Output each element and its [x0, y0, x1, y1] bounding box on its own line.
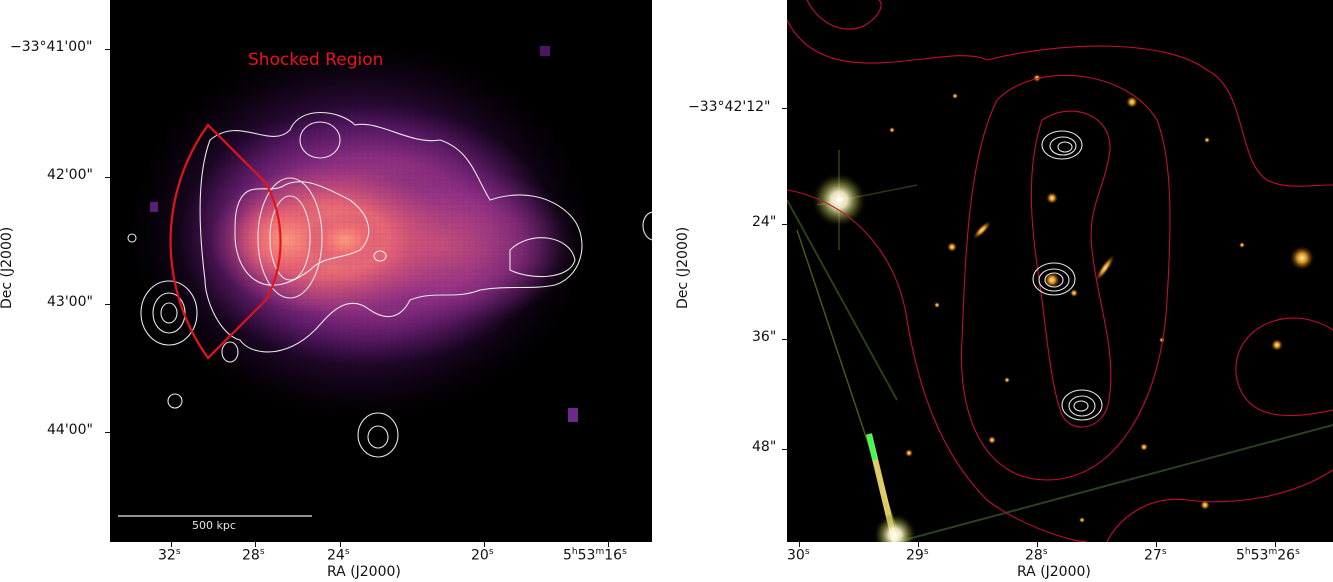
right-y-tick-2: 36" [752, 329, 777, 345]
right-y-axis-label: Dec (J2000) [675, 226, 691, 309]
right-x-axis-label: RA (J2000) [1017, 564, 1091, 580]
galaxies [889, 74, 1314, 523]
left-y-tick-2: 43'00" [47, 294, 93, 310]
left-x-tick-3: 20s [471, 547, 494, 564]
left-x-tick-0: 32s [158, 547, 181, 564]
red-contours [787, 0, 1333, 542]
left-y-tick-3: 44'00" [47, 422, 93, 438]
right-x-tick-4: 5h53m26s [1236, 547, 1300, 564]
right-x-tick-1: 29s [906, 547, 929, 564]
scale-bar-label: 500 kpc [192, 519, 236, 532]
left-y-axis-label: Dec (J2000) [0, 226, 15, 309]
left-y-tick-1: 42'00" [47, 167, 93, 183]
left-y-tick-0: −33°41'00" [10, 39, 93, 55]
optical-image [787, 0, 1333, 542]
right-x-tick-0: 30s [787, 547, 810, 564]
right-y-tick-3: 48" [752, 439, 777, 455]
right-y-tick-1: 24" [752, 214, 777, 230]
right-x-tick-2: 28s [1025, 547, 1048, 564]
xray-image [110, 0, 652, 542]
left-x-tick-4: 5h53m16s [563, 547, 627, 564]
white-contours [1032, 130, 1103, 421]
left-x-tick-1: 28s [242, 547, 265, 564]
right-x-tick-3: 27s [1144, 547, 1167, 564]
left-x-tick-2: 24s [327, 547, 350, 564]
shocked-region-annotation: Shocked Region [248, 50, 384, 70]
xray-image-panel: Shocked Region 500 kpc [110, 0, 652, 542]
left-x-axis-label: RA (J2000) [327, 564, 401, 580]
right-y-tick-0: −33°42'12" [688, 99, 771, 115]
radio-contours [127, 111, 652, 458]
shocked-region-sector [169, 123, 282, 360]
optical-image-panel [787, 0, 1333, 542]
